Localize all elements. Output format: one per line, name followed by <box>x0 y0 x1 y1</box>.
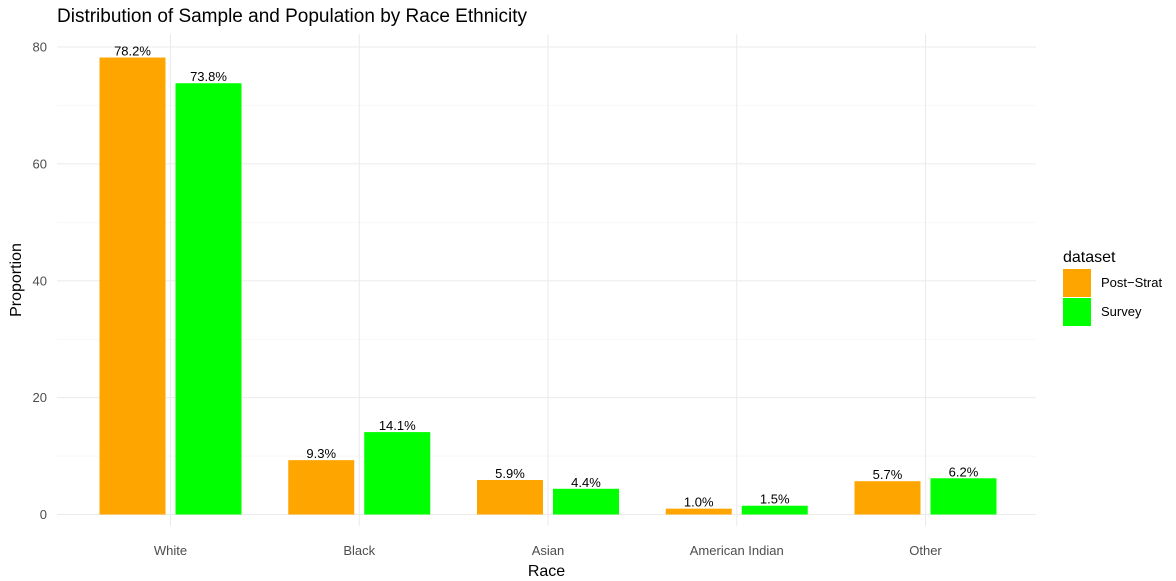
bar-labels: 78.2% 9.3% 5.9% 1.0% 5.7% 73.8% 14.1% 4.4% 1.5% 6… <box>114 44 979 510</box>
bars <box>99 57 997 515</box>
x-tick-label: White <box>154 543 187 558</box>
bar-value-label: 78.2% <box>114 44 151 59</box>
bar-value-label: 14.1% <box>379 418 416 433</box>
x-axis: White Black Asian American Indian Other <box>154 543 943 558</box>
bar-survey <box>553 488 619 515</box>
legend-label: Post−Strat <box>1101 275 1162 290</box>
y-tick-label: 80 <box>33 40 47 55</box>
bar-value-label: 1.0% <box>684 495 714 510</box>
x-tick-label: Black <box>343 543 375 558</box>
y-tick-label: 20 <box>33 390 47 405</box>
y-tick-label: 40 <box>33 273 47 288</box>
chart-title: Distribution of Sample and Population by… <box>57 6 527 27</box>
bar-post-strat <box>477 480 543 515</box>
bar-survey <box>930 478 997 515</box>
legend: dataset Post−Strat Survey <box>1063 249 1162 326</box>
bar-value-label: 5.9% <box>495 466 525 481</box>
bar-survey <box>741 505 808 515</box>
legend-swatch <box>1063 298 1091 326</box>
bar-value-label: 5.7% <box>873 467 903 482</box>
x-tick-label: Asian <box>532 543 565 558</box>
bar-value-label: 9.3% <box>306 446 336 461</box>
bar-value-label: 4.4% <box>571 475 601 490</box>
bar-value-label: 73.8% <box>190 69 227 84</box>
y-axis-title: Proportion <box>8 243 25 317</box>
legend-title: dataset <box>1063 249 1116 266</box>
bar-value-label: 1.5% <box>760 492 790 507</box>
y-tick-label: 60 <box>33 156 47 171</box>
bar-survey <box>175 83 242 515</box>
bar-post-strat <box>288 460 355 515</box>
bar-post-strat <box>665 508 732 515</box>
legend-swatch <box>1063 269 1091 297</box>
bar-post-strat <box>854 481 921 515</box>
bar-post-strat <box>99 57 166 515</box>
legend-label: Survey <box>1101 304 1142 319</box>
bar-survey <box>364 432 431 515</box>
y-axis: 0 20 40 60 80 <box>33 40 47 523</box>
x-axis-title: Race <box>528 563 565 580</box>
y-tick-label: 0 <box>40 507 47 522</box>
x-tick-label: American Indian <box>690 543 784 558</box>
bar-value-label: 6.2% <box>949 464 979 479</box>
x-tick-label: Other <box>909 543 942 558</box>
